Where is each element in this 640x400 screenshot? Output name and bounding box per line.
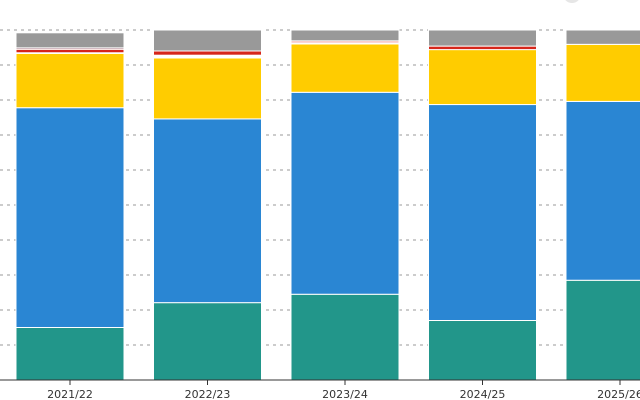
bar-segment[interactable]: [565, 29, 640, 45]
bar-segment[interactable]: [15, 107, 125, 328]
bar-segment[interactable]: [153, 50, 262, 56]
bar-segment[interactable]: [565, 279, 640, 381]
bar-stack: [153, 29, 262, 381]
bar-segment[interactable]: [290, 293, 400, 381]
bar-segment[interactable]: [428, 45, 537, 51]
bar-segment[interactable]: [15, 52, 125, 109]
x-tick-label: 2024/25: [460, 388, 506, 400]
bar-segment[interactable]: [565, 100, 640, 281]
bar-segment[interactable]: [153, 57, 262, 120]
legend-marker-partial: [565, 0, 579, 3]
x-tick-label: 2021/22: [47, 388, 93, 400]
bar-segment[interactable]: [290, 43, 400, 93]
bar-segment[interactable]: [428, 49, 537, 106]
bar-segment[interactable]: [153, 29, 262, 52]
bar-segment[interactable]: [15, 48, 125, 54]
bar-stacks: [15, 29, 640, 381]
x-tick-label: 2023/24: [322, 388, 368, 400]
bar-segment[interactable]: [15, 32, 125, 49]
bar-segment[interactable]: [290, 29, 400, 42]
bar-segment[interactable]: [153, 302, 262, 381]
x-tick-label: 2022/23: [185, 388, 231, 400]
bar-segment[interactable]: [428, 29, 537, 47]
bar-segment[interactable]: [428, 104, 537, 321]
bar-segment[interactable]: [428, 320, 537, 381]
bar-segment[interactable]: [15, 327, 125, 381]
x-tick-labels: 2021/22 2022/23 2023/24 2024/25 2025/26: [47, 380, 640, 400]
x-tick-label: 2025/26: [597, 388, 640, 400]
bar-stack: [428, 29, 537, 381]
bar-segment[interactable]: [153, 118, 262, 304]
bar-stack: [565, 29, 640, 381]
bar-stack: [15, 32, 125, 381]
bar-segment[interactable]: [290, 91, 400, 295]
bar-stack: [290, 29, 400, 381]
bar-segment[interactable]: [565, 43, 640, 102]
